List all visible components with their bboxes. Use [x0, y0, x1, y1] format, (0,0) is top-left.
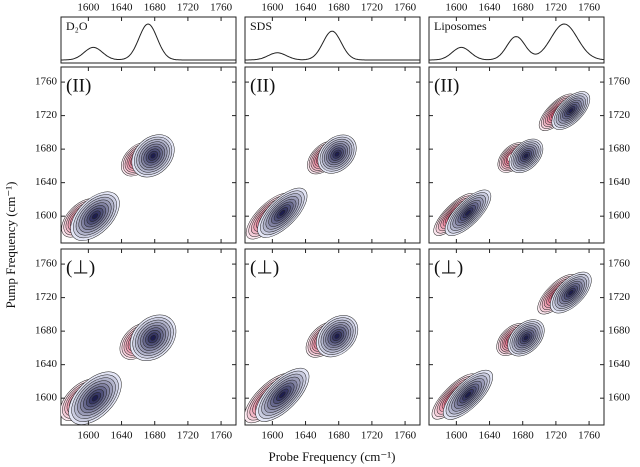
spectrum-line — [245, 30, 420, 61]
contour — [91, 395, 99, 402]
y-tick-label: 1760 — [608, 258, 631, 270]
x-tick-label: 1760 — [394, 2, 417, 14]
y-tick-label: 1720 — [608, 291, 631, 303]
x-tick-label: 1600 — [445, 2, 468, 14]
y-tick-label: 1600 — [35, 210, 58, 222]
y-tick-label: 1760 — [35, 76, 58, 88]
contour — [150, 335, 156, 341]
row-label: (⊥) — [250, 257, 279, 278]
row-label: (⊥) — [66, 257, 95, 278]
x-tick-label: 1600 — [77, 430, 100, 442]
contours — [433, 91, 591, 236]
x-tick-label: 1760 — [578, 430, 601, 442]
y-tick-label: 1680 — [35, 325, 58, 337]
x-tick-label: 1720 — [545, 2, 568, 14]
x-tick-label: 1640 — [295, 430, 318, 442]
x-tick-label: 1720 — [545, 430, 568, 442]
x-tick-label: 1760 — [578, 2, 601, 14]
contours — [245, 315, 359, 424]
row-label: (II) — [434, 75, 459, 96]
x-tick-label: 1680 — [328, 430, 351, 442]
contour — [523, 335, 529, 341]
x-axis-label: Probe Frequency (cm⁻¹) — [269, 449, 396, 464]
x-tick-label: 1680 — [144, 430, 167, 442]
x-tick-label: 1640 — [479, 430, 502, 442]
spectrum-line — [429, 23, 605, 61]
x-tick-label: 1680 — [328, 2, 351, 14]
contour — [279, 391, 286, 399]
y-tick-label: 1640 — [608, 176, 631, 188]
y-tick-label: 1680 — [608, 143, 631, 155]
y-tick-label: 1640 — [608, 358, 631, 370]
contour — [150, 153, 156, 159]
x-tick-label: 1640 — [111, 2, 134, 14]
x-tick-label: 1720 — [361, 2, 384, 14]
spectrum-panel — [244, 16, 421, 64]
y-tick-label: 1720 — [608, 109, 631, 121]
y-tick-label: 1680 — [608, 325, 631, 337]
spectrum-panel — [60, 16, 237, 64]
y-tick-label: 1640 — [35, 176, 58, 188]
x-tick-label: 1760 — [210, 430, 233, 442]
x-tick-label: 1600 — [77, 2, 100, 14]
x-tick-label: 1720 — [177, 430, 200, 442]
x-tick-label: 1680 — [144, 2, 167, 14]
y-tick-label: 1760 — [35, 258, 58, 270]
y-tick-label: 1600 — [608, 210, 631, 222]
x-tick-label: 1680 — [512, 2, 535, 14]
x-tick-label: 1600 — [445, 430, 468, 442]
x-tick-label: 1760 — [394, 430, 417, 442]
x-tick-label: 1720 — [177, 2, 200, 14]
column-title: SDS — [250, 19, 272, 33]
y-tick-label: 1720 — [35, 291, 58, 303]
contour — [334, 151, 340, 157]
contours — [245, 134, 357, 240]
x-tick-label: 1600 — [261, 2, 284, 14]
y-tick-label: 1760 — [608, 76, 631, 88]
x-tick-label: 1600 — [261, 430, 284, 442]
y-tick-label: 1680 — [35, 143, 58, 155]
column-title: Liposomes — [434, 19, 487, 33]
contour — [334, 333, 340, 339]
x-tick-label: 1680 — [512, 430, 535, 442]
column-title: D₂O — [66, 19, 88, 33]
y-tick-label: 1600 — [608, 392, 631, 404]
y-tick-label: 1600 — [35, 392, 58, 404]
row-label: (⊥) — [434, 257, 463, 278]
row-label: (II) — [250, 75, 275, 96]
contour — [464, 391, 471, 398]
x-tick-label: 1760 — [210, 2, 233, 14]
contours — [431, 271, 592, 420]
contours — [61, 314, 177, 425]
contour — [465, 210, 471, 216]
contour — [568, 108, 574, 113]
y-tick-label: 1720 — [35, 109, 58, 121]
spectrum-line — [61, 23, 236, 61]
contour — [568, 290, 574, 296]
y-tick-label: 1640 — [35, 358, 58, 370]
contour — [279, 209, 286, 216]
contours — [61, 134, 175, 241]
x-tick-label: 1640 — [295, 2, 318, 14]
contour — [523, 153, 529, 158]
row-label: (II) — [66, 75, 91, 96]
y-axis-label: Pump Frequency (cm⁻¹) — [3, 181, 18, 308]
spectrum-panel — [428, 16, 605, 64]
x-tick-label: 1640 — [111, 430, 134, 442]
x-tick-label: 1720 — [361, 430, 384, 442]
x-tick-label: 1640 — [479, 2, 502, 14]
contour — [92, 213, 98, 220]
